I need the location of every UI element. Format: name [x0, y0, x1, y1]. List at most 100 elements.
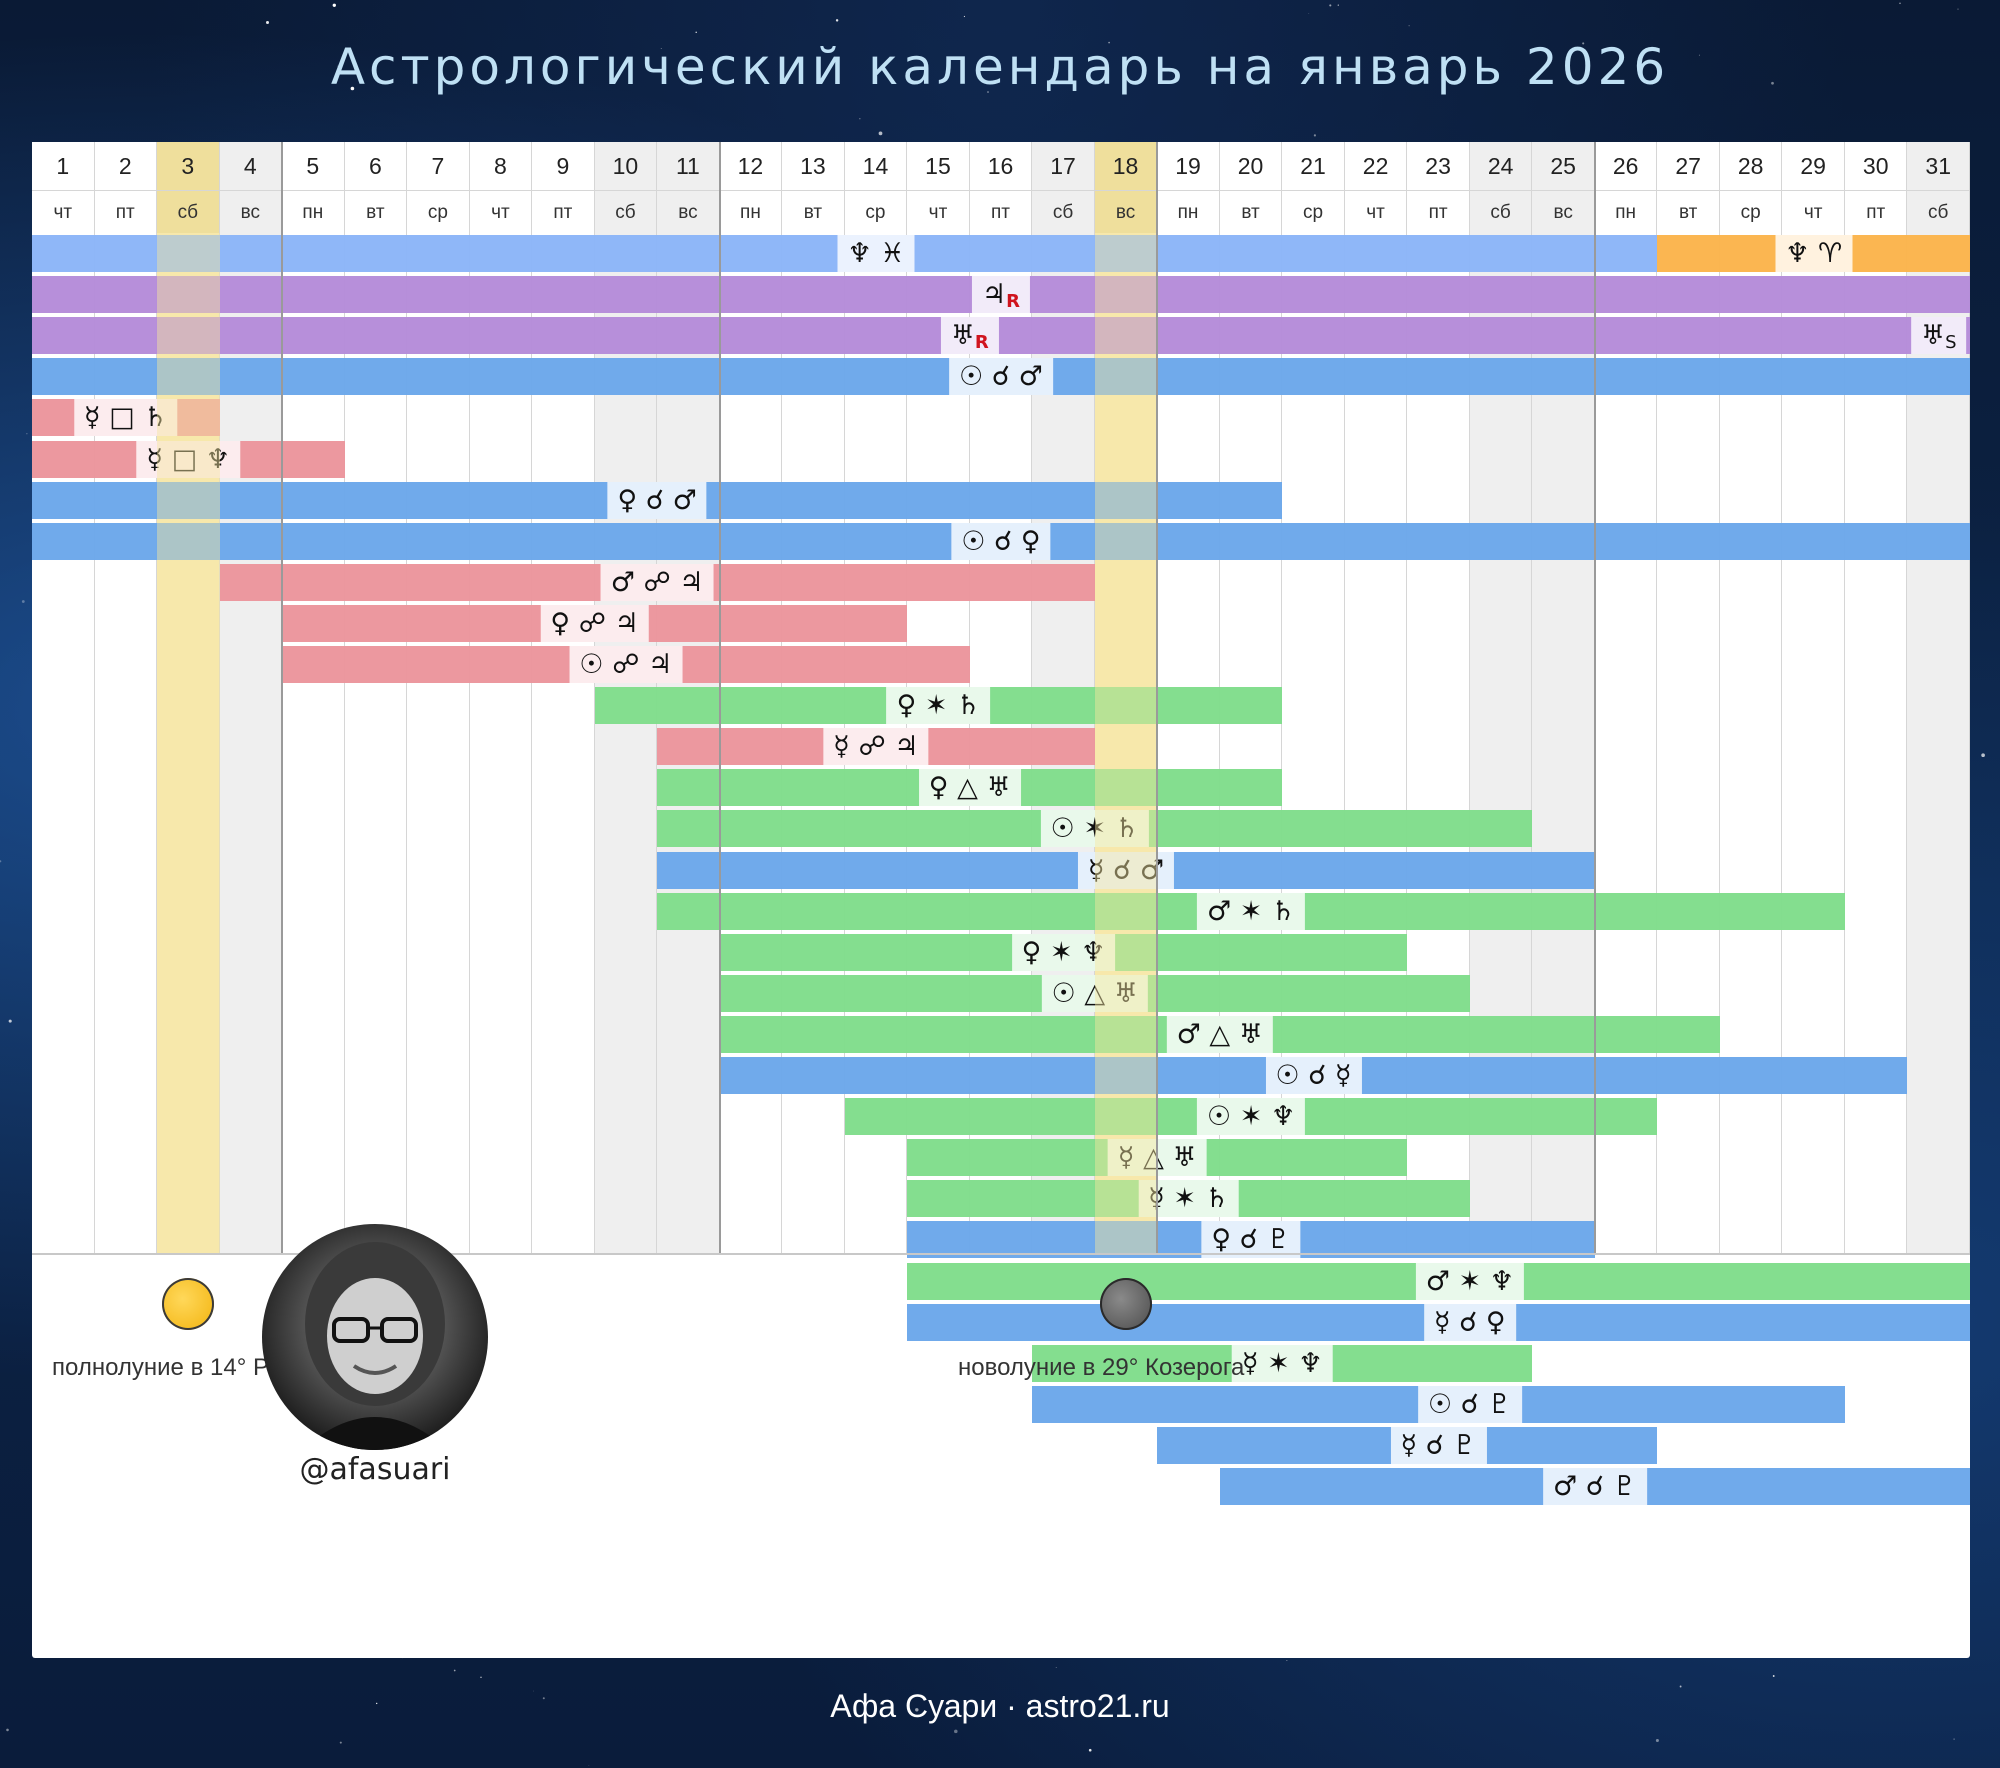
- aspect-label: ♀ ✶ ♆: [1011, 933, 1116, 971]
- day-number: 31: [1907, 142, 1970, 190]
- moon-day-highlight: [157, 233, 221, 1253]
- weekday-label: вс: [657, 190, 720, 233]
- weekday-label: пт: [1407, 190, 1470, 233]
- aspect-symbols: ♂ ✶ ♆: [1425, 1265, 1514, 1297]
- new-moon-label: новолуние в 29° Козерога: [958, 1354, 1245, 1381]
- aspect-symbols: ♂ △ ♅: [1176, 1018, 1263, 1050]
- day-column: [219, 233, 283, 1253]
- day-number: 8: [469, 142, 533, 190]
- aspect-label: ☉ ☌ ♇: [1418, 1385, 1522, 1423]
- aspect-symbols: ☿ ☌ ♇: [1400, 1429, 1477, 1461]
- day-column: [344, 233, 408, 1253]
- aspect-symbols: ☿ ☌ ♂: [1087, 854, 1165, 886]
- aspect-bar: [32, 317, 1970, 355]
- aspect-symbols: ☉ △ ♅: [1051, 977, 1138, 1009]
- day-number: 1: [32, 142, 95, 190]
- aspect-label: ♃R: [971, 276, 1031, 314]
- footer-credit: Афа Суари · astro21.ru: [830, 1688, 1170, 1724]
- aspect-label: ♂ ☌ ♇: [1543, 1468, 1647, 1505]
- week-separator: [281, 142, 284, 1253]
- aspect-symbols: ♀ ✶ ♆: [1021, 936, 1106, 968]
- aspect-label: ♀ ☌ ♂: [607, 481, 707, 519]
- aspect-symbols: ♀ ☌ ♇: [1211, 1224, 1291, 1256]
- aspect-label: ☿ ☌ ♀: [1424, 1303, 1516, 1341]
- aspect-label: ☿ ☍ ♃: [823, 728, 929, 766]
- aspect-label: ☉ ☌ ♀: [951, 522, 1051, 560]
- aspect-label: ♅S: [1910, 317, 1967, 355]
- weekday-label: ср: [407, 190, 470, 233]
- aspect-symbols: ☉ ☌ ☿: [1275, 1060, 1352, 1091]
- weekday-label: вт: [1657, 190, 1720, 233]
- aspect-label: ☉ △ ♅: [1041, 974, 1148, 1012]
- weekday-label: пн: [1594, 190, 1658, 233]
- aspect-label: ☉ ☌ ☿: [1265, 1057, 1362, 1094]
- weekday-label: вт: [344, 190, 408, 233]
- week-separator: [1156, 142, 1159, 1253]
- full-moon-icon: [162, 1278, 215, 1330]
- weekday-label: чт: [1344, 190, 1408, 233]
- weekday-label: пт: [532, 190, 595, 233]
- day-number: 22: [1344, 142, 1408, 190]
- weekday-label: пт: [969, 190, 1033, 233]
- day-number: 29: [1782, 142, 1845, 190]
- aspect-label: ☉ ☌ ♂: [949, 358, 1053, 396]
- aspect-label: ♀ ☍ ♃: [540, 604, 649, 642]
- day-number: 9: [532, 142, 595, 190]
- moon-day-highlight: [1094, 233, 1158, 1253]
- day-number: 20: [1219, 142, 1283, 190]
- aspect-symbols: ♆ ♓: [847, 238, 905, 269]
- weekday-label: ср: [844, 190, 908, 233]
- aspect-label: ☉ ✶ ♄: [1040, 810, 1149, 848]
- day-number: 17: [1032, 142, 1095, 190]
- aspect-symbols: ♂ ☌ ♇: [1553, 1471, 1637, 1502]
- aspect-label: ☿ ✶ ♆: [1232, 1344, 1333, 1382]
- day-number: 4: [219, 142, 283, 190]
- aspect-symbols: ☉ ☌ ♀: [961, 525, 1041, 557]
- weekday-label: чт: [469, 190, 533, 233]
- aspect-symbols: ♀ △ ♅: [928, 772, 1011, 804]
- weekday-label: пн: [1157, 190, 1220, 233]
- aspect-label: ♀ △ ♅: [918, 769, 1021, 807]
- weekday-label: чт: [32, 190, 95, 233]
- day-number: 27: [1657, 142, 1720, 190]
- aspect-symbols: ♅: [1920, 320, 1946, 352]
- day-column: [1907, 233, 1970, 1253]
- weekday-label: сб: [1469, 190, 1533, 233]
- day-number: 16: [969, 142, 1033, 190]
- day-number: 12: [719, 142, 783, 190]
- retrograde-marker: R: [1006, 291, 1021, 313]
- weekday-label: ср: [1282, 190, 1345, 233]
- page-title: Астрологический календарь на январь 2026: [330, 38, 1670, 96]
- aspect-symbols: ♅: [950, 320, 975, 352]
- calendar-grid: 1 чт 2 пт 3 сб 4 вс 5 пн 6 вт 7 ср 8 чт 9 пт 10 сб 11 вс 12 пн 1…: [32, 142, 1970, 1658]
- aspect-symbols: ♆ ♈: [1785, 238, 1843, 269]
- aspect-symbols: ☿ ☌ ♀: [1434, 1306, 1506, 1338]
- aspect-label: ☉ ✶ ♆: [1196, 1098, 1306, 1136]
- aspect-symbols: ☿ □ ♄: [84, 402, 168, 434]
- day-number: 23: [1407, 142, 1470, 190]
- weekday-label: вт: [782, 190, 845, 233]
- author-handle: @afasuari: [299, 1452, 451, 1487]
- day-number: 3: [157, 142, 220, 190]
- day-number: 11: [657, 142, 720, 190]
- day-number: 30: [1844, 142, 1908, 190]
- weekday-label: сб: [1032, 190, 1095, 233]
- aspect-symbols: ☿ ✶ ♄: [1148, 1183, 1229, 1215]
- weekday-label: вс: [1094, 190, 1158, 233]
- aspect-label: ♀ ☌ ♇: [1201, 1221, 1301, 1259]
- aspect-label: ☿ ✶ ♄: [1138, 1180, 1239, 1218]
- day-number: 13: [782, 142, 845, 190]
- day-number: 18: [1094, 142, 1158, 190]
- aspect-symbols: ♀ ☌ ♂: [617, 484, 697, 516]
- aspect-symbols: ☿ ☍ ♃: [833, 731, 919, 763]
- day-number: 6: [344, 142, 408, 190]
- aspect-label: ☉ ☍ ♃: [569, 646, 683, 683]
- day-number: 19: [1157, 142, 1220, 190]
- day-column: [407, 233, 470, 1253]
- new-moon-icon: [1100, 1278, 1153, 1330]
- day-number: 24: [1469, 142, 1533, 190]
- weekday-label: вс: [1532, 190, 1595, 233]
- day-number: 25: [1532, 142, 1595, 190]
- day-number: 21: [1282, 142, 1345, 190]
- weekday-label: вт: [1219, 190, 1283, 233]
